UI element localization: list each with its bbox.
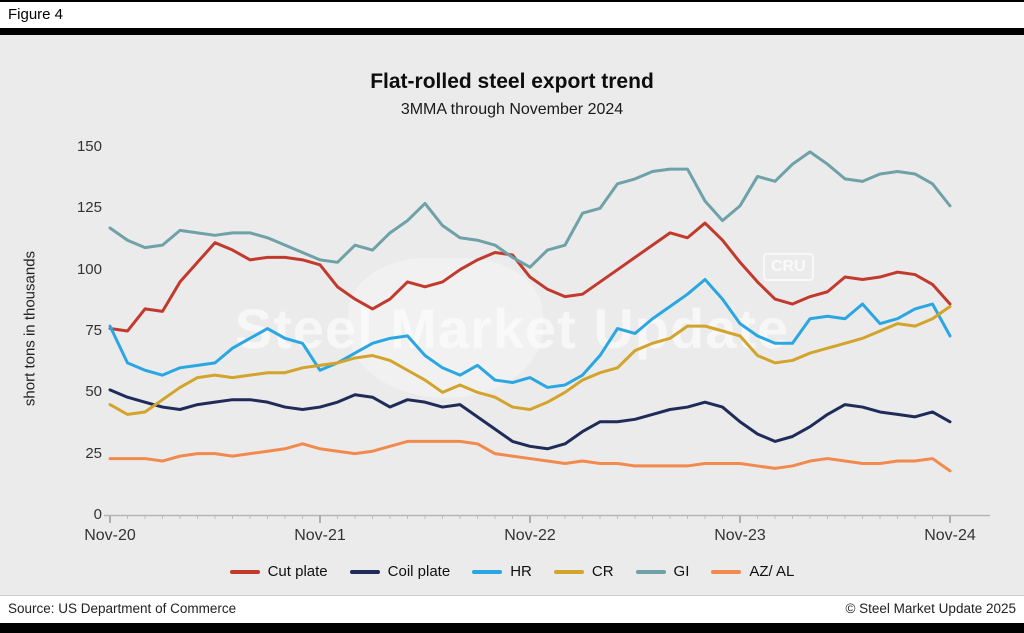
legend-item: AZ/ AL [711,563,794,580]
legend-label: AZ/ AL [749,563,795,580]
legend-label: CR [591,563,614,580]
x-tick-label: Nov-23 [714,527,766,544]
series-line-az-al [108,439,952,473]
y-tick-label: 0 [93,506,102,523]
bottom-black-bar [0,623,1024,633]
top-black-bar [0,28,1024,35]
legend-label: HR [510,563,532,580]
legend-item: CR [553,563,614,580]
legend-swatch [349,569,380,574]
legend-label: Cut plate [267,563,328,580]
y-tick-label: 100 [76,260,102,278]
legend-item: GI [635,563,690,580]
x-tick-label: Nov-20 [84,527,136,544]
legend-item: Coil plate [349,563,451,580]
legend-label: Coil plate [387,563,451,580]
x-tick-label: Nov-21 [294,527,346,544]
watermark-text: Steel Market Update [234,297,790,360]
chart-panel [0,35,1024,595]
chart-legend: Cut plate Coil plate HR CR GI AZ/ AL [0,563,1024,580]
source-note: Source: US Department of Commerce [8,601,237,616]
cru-logo: CRU [763,253,814,281]
legend-swatch [472,569,503,574]
copyright-note: © Steel Market Update 2025 [845,601,1016,616]
y-tick-label: 150 [76,138,102,155]
series-line-coil-plate [108,388,952,451]
x-tick-label: Nov-22 [504,527,556,544]
legend-swatch [229,569,260,574]
legend-item: HR [472,563,532,580]
y-tick-label: 75 [85,322,102,339]
series-line-gi [108,150,952,269]
legend-swatch [635,569,666,574]
top-border-rule [0,0,1024,2]
legend-swatch [711,569,742,574]
series-line-cut-plate [108,221,952,333]
series-line-hr [108,277,952,389]
legend-item: Cut plate [229,563,328,580]
y-tick-label: 50 [85,383,102,401]
footer-divider [0,595,1024,596]
y-tick-label: 25 [85,444,102,462]
y-tick-label: 125 [76,199,102,217]
chart-title: Flat-rolled steel export trend [370,70,654,93]
figure-label: Figure 4 [8,6,64,23]
chart-subtitle: 3MMA through November 2024 [400,101,624,118]
series-line-cr [108,304,952,416]
legend-swatch [553,569,584,574]
legend-label: GI [673,563,690,580]
x-tick-label: Nov-24 [924,527,976,544]
